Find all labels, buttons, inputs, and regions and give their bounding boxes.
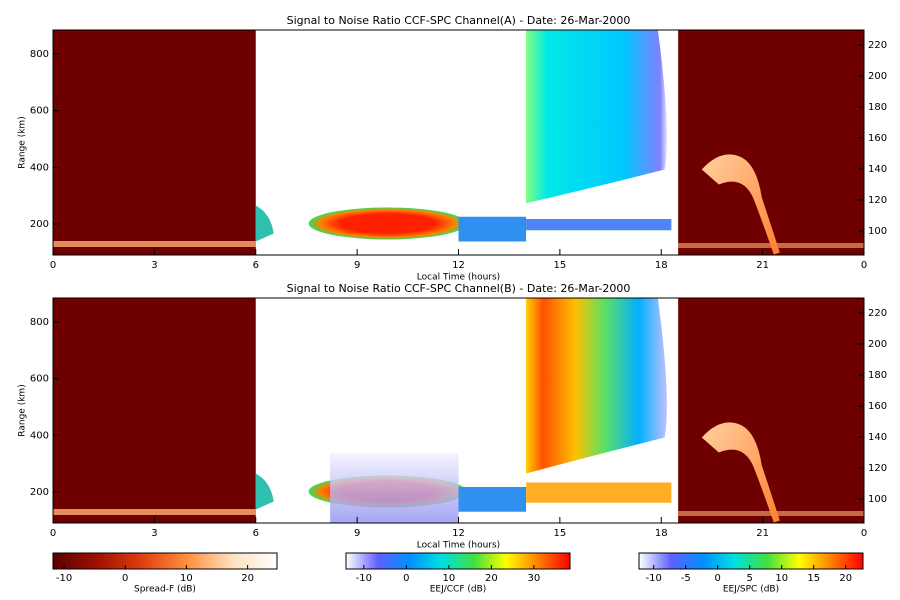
x-tick-label: 6 bbox=[253, 528, 259, 539]
y-tick-label: 800 bbox=[30, 49, 49, 60]
x-tick-label: 15 bbox=[554, 260, 567, 271]
dark-region bbox=[53, 30, 256, 255]
x-tick-label: 21 bbox=[756, 528, 769, 539]
x-tick-label: 18 bbox=[655, 528, 668, 539]
x-tick-label: 9 bbox=[354, 528, 360, 539]
colorbar-tick-label: 0 bbox=[715, 573, 721, 584]
spc-band bbox=[526, 219, 672, 231]
colorbar-tick-label: 20 bbox=[839, 573, 852, 584]
x-tick-label: 3 bbox=[151, 260, 157, 271]
y2-tick-label: 220 bbox=[868, 40, 887, 51]
x-tick-label: 12 bbox=[452, 260, 465, 271]
colorbar bbox=[638, 552, 864, 570]
y2-tick-label: 160 bbox=[868, 133, 887, 144]
y-tick-label: 400 bbox=[30, 162, 49, 173]
y2-tick-label: 200 bbox=[868, 339, 887, 350]
colorbar-tick-label: 30 bbox=[528, 573, 541, 584]
x-axis-label: Local Time (hours) bbox=[417, 541, 500, 551]
y2-tick-label: 100 bbox=[868, 494, 887, 505]
y2-tick-label: 100 bbox=[868, 226, 887, 237]
x-tick-label: 21 bbox=[756, 260, 769, 271]
colorbar-tick-label: 15 bbox=[807, 573, 820, 584]
sf-blob bbox=[255, 473, 274, 510]
colorbar bbox=[52, 552, 278, 570]
colorbar-label: EEJ/SPC (dB) bbox=[723, 585, 779, 595]
colorbar bbox=[345, 552, 571, 570]
plume bbox=[701, 422, 780, 523]
eej-layer bbox=[308, 207, 467, 240]
y2-tick-label: 120 bbox=[868, 195, 887, 206]
x-tick-label: 0 bbox=[50, 260, 56, 271]
x-tick-label: 0 bbox=[861, 260, 867, 271]
y-tick-label: 600 bbox=[30, 374, 49, 385]
eej-blue bbox=[458, 487, 527, 512]
colorbar-tick-label: 20 bbox=[241, 573, 254, 584]
spc-band bbox=[526, 482, 672, 503]
x-tick-label: 3 bbox=[151, 528, 157, 539]
y2-tick-label: 140 bbox=[868, 432, 887, 443]
colorbar-tick-label: -10 bbox=[646, 573, 662, 584]
colorbar-tick-label: -10 bbox=[356, 573, 372, 584]
colorbar-tick-label: 10 bbox=[775, 573, 788, 584]
sf-blob bbox=[255, 205, 274, 242]
plume bbox=[701, 154, 780, 255]
colorbar-tick-label: -10 bbox=[56, 573, 72, 584]
spc-region bbox=[526, 30, 667, 204]
dark-region bbox=[678, 298, 864, 523]
x-tick-label: 6 bbox=[253, 260, 259, 271]
dark-region bbox=[678, 30, 864, 255]
x-axis-label: Local Time (hours) bbox=[417, 273, 500, 283]
x-tick-label: 15 bbox=[554, 528, 567, 539]
bottom-echo bbox=[53, 509, 256, 515]
y2-tick-label: 120 bbox=[868, 463, 887, 474]
colorbar-tick-label: 0 bbox=[403, 573, 409, 584]
y2-tick-label: 180 bbox=[868, 370, 887, 381]
y-axis-label: Range (km) bbox=[18, 384, 28, 436]
y-tick-label: 200 bbox=[30, 487, 49, 498]
y2-tick-label: 140 bbox=[868, 164, 887, 175]
colorbar-tick-label: 0 bbox=[122, 573, 128, 584]
x-tick-label: 0 bbox=[861, 528, 867, 539]
y-tick-label: 200 bbox=[30, 219, 49, 230]
x-tick-label: 0 bbox=[50, 528, 56, 539]
colorbar-tick-label: 20 bbox=[485, 573, 498, 584]
x-tick-label: 9 bbox=[354, 260, 360, 271]
y2-tick-label: 180 bbox=[868, 102, 887, 113]
y-axis-label: Range (km) bbox=[18, 116, 28, 168]
bottom-echo bbox=[53, 241, 256, 247]
colorbar-tick-label: -5 bbox=[681, 573, 691, 584]
chart-title: Signal to Noise Ratio CCF-SPC Channel(B)… bbox=[287, 282, 631, 295]
chart-title: Signal to Noise Ratio CCF-SPC Channel(A)… bbox=[287, 14, 631, 27]
colorbar-tick-label: 10 bbox=[442, 573, 455, 584]
x-tick-label: 12 bbox=[452, 528, 465, 539]
y-tick-label: 800 bbox=[30, 317, 49, 328]
colorbar-label: Spread-F (dB) bbox=[134, 585, 196, 595]
y-tick-label: 400 bbox=[30, 430, 49, 441]
colorbar-label: EEJ/CCF (dB) bbox=[430, 585, 487, 595]
eej-blue bbox=[458, 216, 527, 242]
y2-tick-label: 200 bbox=[868, 71, 887, 82]
colorbar-tick-label: 5 bbox=[747, 573, 753, 584]
y2-tick-label: 160 bbox=[868, 401, 887, 412]
x-tick-label: 18 bbox=[655, 260, 668, 271]
dark-region bbox=[53, 298, 256, 523]
y-tick-label: 600 bbox=[30, 106, 49, 117]
colorbar-tick-label: 10 bbox=[180, 573, 193, 584]
spc-region bbox=[526, 298, 667, 474]
y2-tick-label: 220 bbox=[868, 308, 887, 319]
violet-haze bbox=[330, 453, 459, 523]
